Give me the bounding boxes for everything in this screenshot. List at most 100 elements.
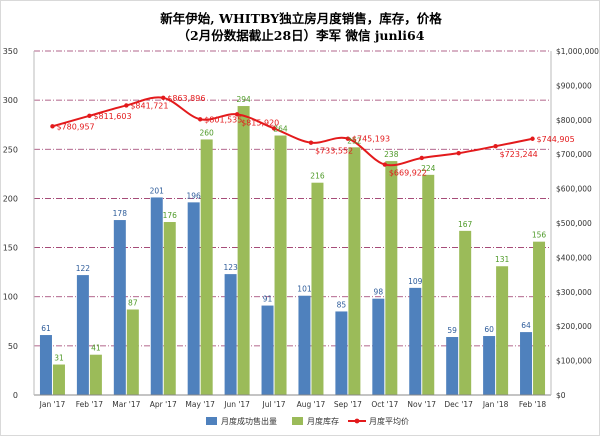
data-label-sold: 61 (41, 324, 51, 333)
data-label-inventory: 260 (200, 128, 215, 137)
data-label-inventory: 167 (458, 220, 473, 229)
data-label-inventory: 224 (421, 164, 436, 173)
price-point (345, 136, 351, 141)
data-label-inventory: 294 (236, 95, 251, 104)
bar-sold (446, 337, 459, 395)
data-label-inventory: 252 (347, 136, 362, 145)
bar-inventory (126, 309, 139, 395)
x-tick-label: Nov '17 (407, 400, 436, 409)
bar-sold (224, 274, 237, 395)
legend-label-inventory: 月度库存 (307, 416, 339, 426)
legend-label-price: 月度平均价 (369, 416, 409, 426)
y-tick-label-right: $1,000,000 (556, 47, 599, 56)
y-tick-label-left: 250 (3, 145, 18, 154)
data-label-inventory: 216 (310, 172, 325, 181)
x-tick-label: Aug '17 (297, 400, 326, 409)
legend-marker-price (354, 418, 360, 424)
bar-inventory (348, 147, 361, 395)
price-point (197, 117, 203, 122)
data-label-sold: 59 (447, 326, 457, 335)
bar-sold (261, 305, 274, 395)
y-tick-label-left: 100 (3, 293, 18, 302)
y-tick-label-right: $100,000 (556, 357, 592, 366)
legend: 月度成功售出量 月度库存 月度平均价 (206, 416, 409, 426)
price-point (308, 140, 314, 145)
bar-sold (76, 275, 89, 395)
y-tick-label-right: $600,000 (556, 185, 592, 194)
data-label-sold: 85 (337, 300, 347, 309)
y-tick-label-left: 0 (13, 391, 18, 400)
line-layer (50, 95, 535, 167)
price-point (271, 126, 277, 131)
data-label-price: $669,922 (389, 169, 427, 178)
bar-sold (39, 335, 52, 395)
data-label-price: $841,721 (130, 101, 168, 110)
bar-sold (187, 202, 200, 395)
x-tick-label: Oct '17 (371, 400, 398, 409)
price-point (161, 95, 166, 101)
bar-inventory (533, 241, 546, 395)
series-line-price (52, 96, 533, 167)
y-tick-label-right: $200,000 (556, 322, 592, 331)
price-point (493, 144, 498, 149)
data-label-sold: 122 (76, 264, 91, 273)
data-label-price: $723,244 (500, 150, 538, 159)
x-tick-label: Jan '17 (39, 400, 66, 409)
x-tick-label: May '17 (185, 400, 215, 409)
bar-sold (113, 220, 126, 395)
x-tick-label: Dec '17 (444, 400, 473, 409)
price-point (530, 136, 535, 141)
price-point (456, 150, 461, 156)
chart-subtitle: （2月份数据截止28日）李军 微信 junli64 (177, 28, 425, 43)
y-tick-label-right: $0 (556, 391, 566, 400)
y-tick-label-left: 350 (3, 47, 18, 56)
y-tick-label-right: $500,000 (556, 219, 592, 228)
data-label-price: $863,896 (167, 94, 205, 103)
data-label-sold: 196 (187, 191, 202, 200)
y-tick-label-right: $400,000 (556, 253, 592, 262)
x-tick-label: Apr '17 (150, 400, 177, 409)
bar-inventory (200, 139, 213, 395)
price-point (124, 103, 129, 108)
x-tick-label: Jun '17 (223, 400, 250, 409)
bar-sold (520, 332, 533, 395)
data-label-price: $801,535 (204, 115, 242, 124)
chart-title: 新年伊始, WHITBY独立房月度销售，库存，价格 (160, 11, 442, 26)
bar-inventory (311, 182, 324, 395)
legend-label-sold: 月度成功售出量 (221, 416, 277, 426)
data-label-sold: 101 (297, 285, 312, 294)
axes-layer: 0 50 100 150 200 250 300 350 $0 $100,000 $200,000 $… (3, 47, 599, 409)
bar-sold (335, 311, 348, 395)
data-label-price: $745,193 (352, 135, 390, 144)
data-label-price: $811,603 (93, 112, 131, 121)
labels-layer: 61 122 178 201 196 123 91 101 85 98 109 59 60 64 31 41 8… (41, 94, 575, 363)
x-tick-label: Jan '18 (482, 400, 509, 409)
data-label-sold: 91 (263, 295, 273, 304)
data-label-inventory: 264 (273, 125, 288, 134)
data-label-sold: 60 (484, 325, 494, 334)
data-label-sold: 178 (113, 209, 128, 218)
data-label-price: $744,905 (537, 135, 575, 144)
x-tick-label: Sep '17 (334, 400, 362, 409)
y-tick-label-right: $300,000 (556, 288, 592, 297)
data-label-sold: 109 (408, 277, 423, 286)
y-tick-label-left: 300 (3, 96, 18, 105)
bar-inventory (237, 106, 250, 395)
bar-inventory (52, 364, 65, 395)
price-point (234, 112, 240, 117)
bar-inventory (89, 354, 102, 395)
bar-sold (372, 298, 385, 395)
x-tick-label: Jul '17 (262, 400, 286, 409)
bars-layer (39, 106, 546, 396)
bar-sold (150, 197, 163, 395)
price-point (419, 155, 424, 161)
bar-inventory (163, 222, 176, 395)
x-tick-label: Feb '18 (519, 400, 546, 409)
y-tick-label-left: 200 (3, 194, 18, 203)
y-tick-label-right: $800,000 (556, 116, 592, 125)
data-label-sold: 201 (150, 186, 165, 195)
bar-sold (298, 295, 311, 395)
data-label-inventory: 238 (384, 150, 399, 159)
